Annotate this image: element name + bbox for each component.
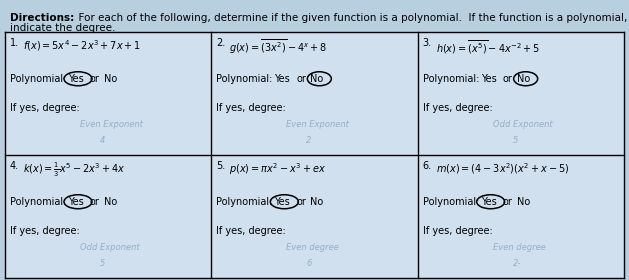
- Text: $g(x)=\overline{(3x^2)}-4^x+8$: $g(x)=\overline{(3x^2)}-4^x+8$: [230, 38, 328, 56]
- Bar: [418, 155, 624, 278]
- Text: If yes, degree:: If yes, degree:: [10, 226, 80, 236]
- Text: If yes, degree:: If yes, degree:: [423, 103, 493, 113]
- Text: Yes: Yes: [274, 74, 290, 84]
- Text: 2-: 2-: [513, 259, 521, 268]
- Text: Polynomial:: Polynomial:: [10, 197, 67, 207]
- Text: No: No: [104, 74, 117, 84]
- Text: Yes: Yes: [481, 74, 496, 84]
- Bar: [5, 155, 211, 278]
- Text: No: No: [310, 74, 323, 84]
- Text: or: or: [90, 74, 100, 84]
- Text: 5.: 5.: [216, 161, 226, 171]
- Text: Polynomial:: Polynomial:: [10, 74, 67, 84]
- Text: Even degree: Even degree: [493, 243, 545, 252]
- Text: indicate the degree.: indicate the degree.: [10, 23, 115, 33]
- Bar: [211, 32, 418, 155]
- Bar: [5, 32, 211, 155]
- Text: Even degree: Even degree: [286, 243, 339, 252]
- Text: If yes, degree:: If yes, degree:: [216, 226, 286, 236]
- Text: Odd Exponent: Odd Exponent: [80, 243, 140, 252]
- Text: or: or: [503, 74, 513, 84]
- Text: 6.: 6.: [423, 161, 431, 171]
- Text: No: No: [104, 197, 117, 207]
- Text: $m(x)=(4-3x^2)(x^2+x-5)$: $m(x)=(4-3x^2)(x^2+x-5)$: [436, 161, 569, 176]
- Text: Polynomial:: Polynomial:: [216, 74, 273, 84]
- Text: No: No: [516, 197, 530, 207]
- Text: 2.: 2.: [216, 38, 226, 48]
- Text: Even Exponent: Even Exponent: [80, 120, 143, 129]
- Text: Yes: Yes: [481, 197, 496, 207]
- Bar: [211, 155, 418, 278]
- Text: 5: 5: [100, 259, 106, 268]
- Text: $k(x)=\frac{1}{3}x^5-2x^3+4x$: $k(x)=\frac{1}{3}x^5-2x^3+4x$: [23, 161, 126, 179]
- Text: No: No: [310, 197, 323, 207]
- Text: or: or: [90, 197, 100, 207]
- Text: or: or: [296, 74, 306, 84]
- Text: 6: 6: [306, 259, 312, 268]
- Text: 4.: 4.: [10, 161, 19, 171]
- Text: Polynomial:: Polynomial:: [423, 74, 479, 84]
- Text: Even Exponent: Even Exponent: [286, 120, 349, 129]
- Text: If yes, degree:: If yes, degree:: [10, 103, 80, 113]
- Text: Yes: Yes: [68, 197, 84, 207]
- Bar: [418, 32, 624, 155]
- Text: $p(x)=\pi x^2-x^3+ex$: $p(x)=\pi x^2-x^3+ex$: [230, 161, 326, 177]
- Text: $h(x)=\overline{(x^5)}-4x^{-2}+5$: $h(x)=\overline{(x^5)}-4x^{-2}+5$: [436, 38, 540, 56]
- Text: Polynomial:: Polynomial:: [423, 197, 479, 207]
- Text: No: No: [516, 74, 530, 84]
- Text: If yes, degree:: If yes, degree:: [216, 103, 286, 113]
- Text: or: or: [296, 197, 306, 207]
- Text: 3.: 3.: [423, 38, 431, 48]
- Text: 1.: 1.: [10, 38, 19, 48]
- Text: $f(x)=5x^4-2x^3+7x+1$: $f(x)=5x^4-2x^3+7x+1$: [23, 38, 141, 53]
- Text: For each of the following, determine if the given function is a polynomial.  If : For each of the following, determine if …: [72, 13, 627, 23]
- Text: or: or: [503, 197, 513, 207]
- Text: Odd Exponent: Odd Exponent: [493, 120, 552, 129]
- Text: If yes, degree:: If yes, degree:: [423, 226, 493, 236]
- Text: Yes: Yes: [274, 197, 290, 207]
- Text: 5: 5: [513, 136, 518, 145]
- Text: Polynomial:: Polynomial:: [216, 197, 273, 207]
- Text: 4: 4: [100, 136, 106, 145]
- Text: Yes: Yes: [68, 74, 84, 84]
- Text: Directions:: Directions:: [10, 13, 74, 23]
- Text: 2: 2: [306, 136, 312, 145]
